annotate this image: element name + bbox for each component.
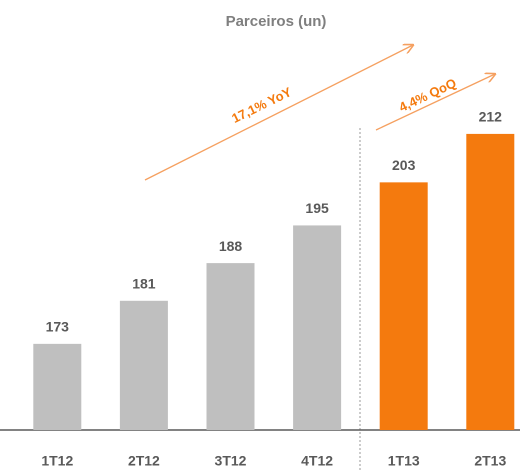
arrow bbox=[144, 45, 413, 181]
arrow bbox=[375, 74, 495, 131]
value-label: 181 bbox=[132, 275, 156, 291]
x-tick-label: 2T12 bbox=[128, 453, 160, 469]
x-tick-label: 4T12 bbox=[301, 453, 333, 469]
x-tick-label: 1T13 bbox=[388, 453, 420, 469]
x-tick-label: 2T13 bbox=[474, 453, 506, 469]
value-label: 188 bbox=[219, 238, 243, 254]
value-label: 195 bbox=[305, 200, 329, 216]
bar bbox=[379, 182, 428, 430]
bar bbox=[33, 343, 82, 430]
x-tick-label: 3T12 bbox=[215, 453, 247, 469]
value-label: 203 bbox=[392, 157, 416, 173]
value-label: 212 bbox=[479, 109, 503, 125]
annotation: 17,1% YoY bbox=[229, 84, 294, 126]
bar bbox=[119, 300, 168, 430]
x-tick-label: 1T12 bbox=[41, 453, 73, 469]
bar bbox=[206, 263, 255, 430]
chart-title: Parceiros (un) bbox=[226, 13, 327, 30]
bar bbox=[466, 133, 515, 430]
bar bbox=[293, 225, 342, 430]
value-label: 173 bbox=[46, 319, 70, 335]
